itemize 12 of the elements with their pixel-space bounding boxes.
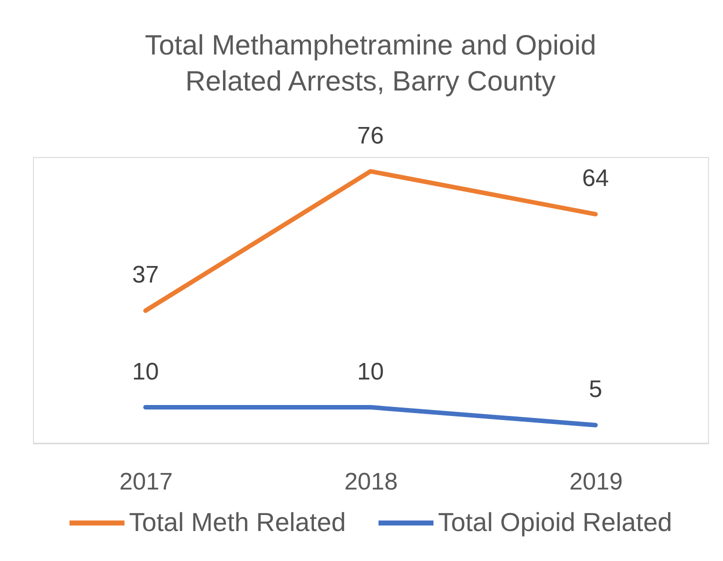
data-label: 5	[588, 376, 602, 404]
legend-label: Total Meth Related	[129, 507, 346, 537]
legend-label: Total Opioid Related	[438, 507, 672, 537]
data-label: 10	[357, 358, 384, 386]
data-label: 37	[132, 262, 159, 289]
data-label: 10	[132, 358, 159, 386]
data-label: 76	[357, 122, 384, 150]
x-tick-label: 2017	[119, 468, 173, 496]
chart-title: Total Methamphetramine and Opioid Related Arrests, Barry County	[144, 29, 596, 96]
data-label: 64	[582, 165, 609, 192]
x-tick-label: 2019	[569, 468, 623, 496]
x-tick-label: 2018	[344, 468, 398, 496]
